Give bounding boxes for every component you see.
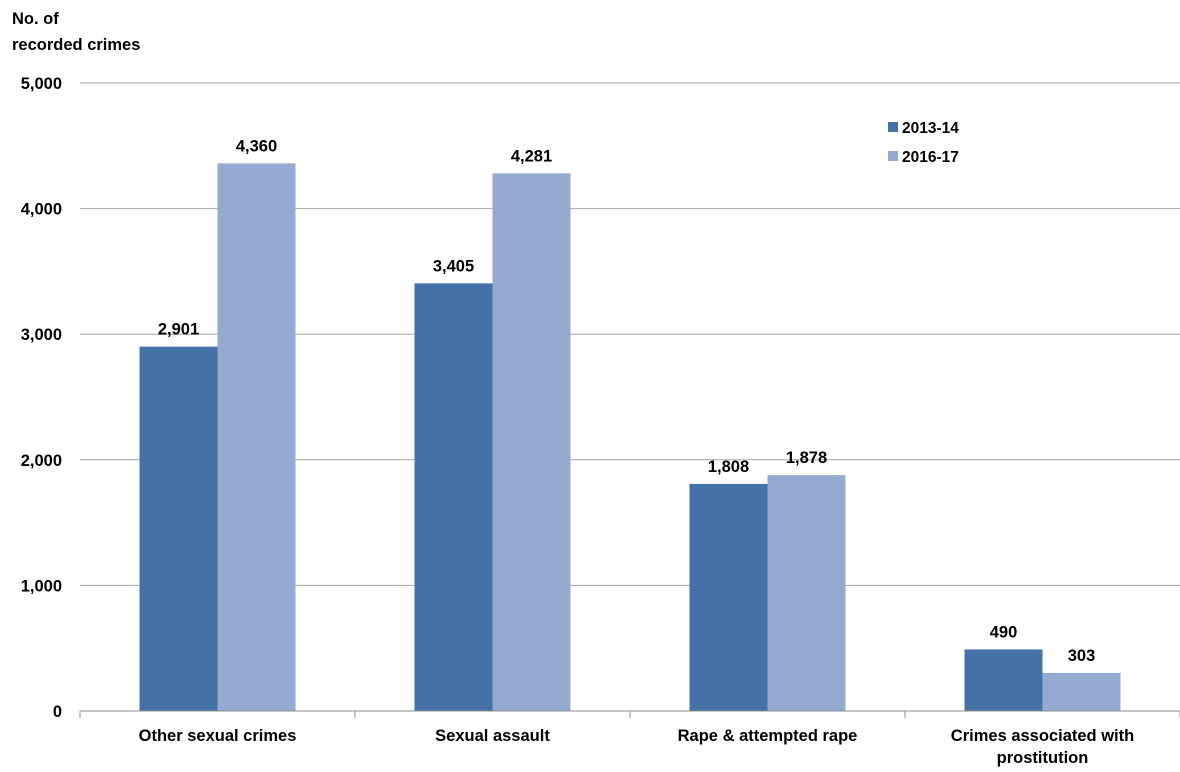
data-label: 303 <box>1068 647 1096 665</box>
legend-swatch <box>888 122 898 132</box>
bar-2013-14 <box>964 649 1043 711</box>
y-axis-title-line: No. of <box>12 10 59 28</box>
y-axis-tick-labels: 0 1,000 2,000 3,000 4,000 5,000 <box>21 75 62 721</box>
bar-2013-14 <box>139 346 218 711</box>
data-labels: 2,901 4,360 3,405 4,281 1,808 1,878 490 303 <box>158 137 1095 665</box>
data-label: 490 <box>990 623 1018 641</box>
y-tick-label: 3,000 <box>21 326 62 344</box>
x-tick-label: Other sexual crimes <box>139 727 297 745</box>
bar-2016-17 <box>492 173 571 711</box>
x-tick-label: prostitution <box>997 749 1089 767</box>
x-axis-tick-labels: Other sexual crimes Sexual assault Rape & … <box>139 727 1135 767</box>
bar-2016-17 <box>1042 672 1121 711</box>
legend-label: 2013-14 <box>902 120 959 137</box>
y-tick-label: 4,000 <box>21 201 62 219</box>
data-label: 1,878 <box>786 449 827 467</box>
y-axis-title: No. of recorded crimes <box>12 10 140 54</box>
y-tick-label: 5,000 <box>21 75 62 93</box>
y-tick-label: 2,000 <box>21 452 62 470</box>
data-label: 2,901 <box>158 321 199 339</box>
x-tick-label: Sexual assault <box>435 727 550 745</box>
y-tick-label: 1,000 <box>21 577 62 595</box>
bar-2013-14 <box>414 283 493 711</box>
x-tick-label: Rape & attempted rape <box>678 727 858 745</box>
y-axis-title-line: recorded crimes <box>12 36 140 54</box>
y-tick-label: 0 <box>53 703 62 721</box>
bar-2013-14 <box>689 483 768 711</box>
bar-2016-17 <box>767 475 846 711</box>
bars <box>139 163 1121 711</box>
x-axis-ticks <box>79 711 1180 718</box>
data-label: 4,360 <box>236 137 277 155</box>
x-tick-label: Crimes associated with <box>951 727 1134 745</box>
legend: 2013-14 2016-17 <box>888 120 959 166</box>
data-label: 4,281 <box>511 147 552 165</box>
bar-2016-17 <box>217 163 296 711</box>
data-label: 1,808 <box>708 458 749 476</box>
data-label: 3,405 <box>433 257 474 275</box>
legend-label: 2016-17 <box>902 149 959 166</box>
legend-swatch <box>888 151 898 161</box>
